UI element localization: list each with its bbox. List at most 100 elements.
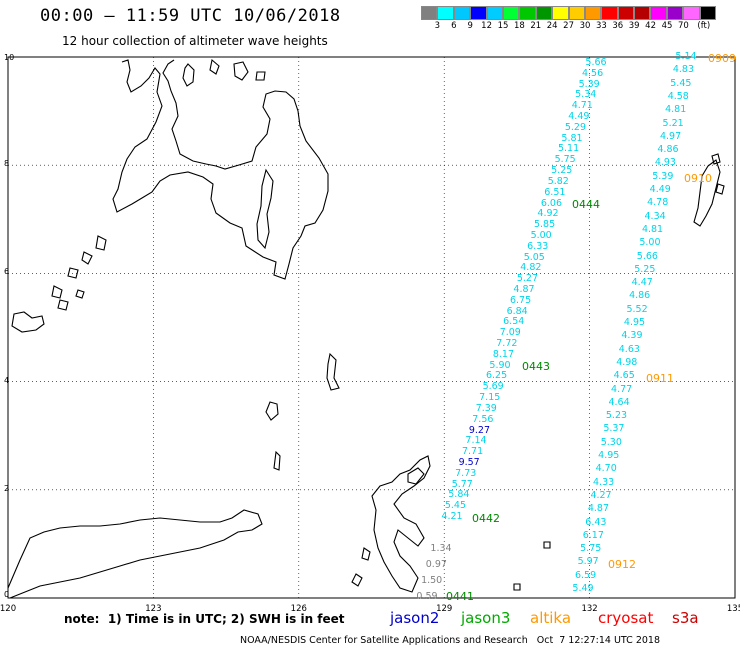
pass-time-label: 0441 bbox=[446, 590, 474, 603]
color-scale-label: 33 bbox=[595, 21, 607, 31]
wave-height-value: 5.45 bbox=[670, 77, 692, 89]
island-sangihe bbox=[265, 401, 279, 421]
lat-tick-label: 10 bbox=[4, 53, 15, 62]
color-swatch bbox=[437, 6, 454, 20]
color-swatch bbox=[601, 6, 618, 20]
color-scale-labels: 3 6 9 12 15 18 21 24 27 30 33 36 39 42 45 70 (ft) bbox=[421, 21, 740, 33]
wave-height-value: 5.30 bbox=[600, 436, 622, 448]
wave-height-value: 5.66 bbox=[585, 57, 607, 68]
wave-height-value: 0.59 bbox=[416, 591, 438, 602]
wave-height-value: 6.17 bbox=[582, 529, 604, 541]
color-scale-label: 27 bbox=[563, 21, 575, 31]
island-small-b bbox=[233, 61, 249, 81]
lon-tick-label: 123 bbox=[145, 604, 162, 614]
pass-time-label: 0912 bbox=[608, 558, 636, 571]
lon-tick-label: 132 bbox=[581, 604, 598, 614]
wave-height-value: 4.95 bbox=[623, 317, 646, 328]
wave-height-value: 5.97 bbox=[577, 556, 599, 568]
wave-height-value: 6.75 bbox=[509, 294, 532, 306]
wave-height-value: 7.15 bbox=[479, 392, 501, 404]
wave-height-value: 5.81 bbox=[561, 132, 583, 144]
island-palau-small bbox=[711, 153, 725, 195]
wave-height-value: 5.05 bbox=[523, 251, 545, 263]
wave-height-value: 4.47 bbox=[631, 277, 653, 289]
wave-height-value: 4.21 bbox=[441, 511, 463, 522]
coastline-central-islands bbox=[256, 168, 274, 250]
color-scale-label: 39 bbox=[628, 21, 640, 31]
color-scale-label: 6 bbox=[451, 21, 457, 31]
wave-height-value: 7.09 bbox=[499, 327, 521, 339]
color-swatch bbox=[453, 6, 471, 20]
color-swatch bbox=[535, 6, 553, 20]
color-swatch bbox=[502, 6, 520, 20]
wave-height-value: 5.75 bbox=[554, 154, 576, 166]
wave-height-value: 7.39 bbox=[475, 402, 497, 414]
lon-tick-label: 129 bbox=[436, 604, 453, 614]
wave-height-value: 5.29 bbox=[564, 121, 586, 133]
wave-height-value: 5.23 bbox=[605, 410, 628, 422]
wave-height-value: 8.17 bbox=[492, 348, 514, 360]
wave-height-value: 9.27 bbox=[468, 424, 490, 436]
coastlines bbox=[7, 58, 725, 599]
wave-height-value: 7.73 bbox=[455, 467, 477, 479]
wave-height-value: 5.39 bbox=[652, 170, 674, 182]
coastline-halmahera bbox=[371, 455, 431, 593]
color-swatch bbox=[421, 6, 438, 20]
color-swatch bbox=[683, 6, 700, 20]
satellite-name-s3a: s3a bbox=[672, 609, 699, 627]
wave-height-value: 4.49 bbox=[568, 111, 590, 123]
wave-height-value: 4.63 bbox=[618, 343, 640, 355]
wave-height-value: 5.11 bbox=[557, 143, 580, 155]
wave-height-value: 5.75 bbox=[580, 543, 602, 555]
island-sulu bbox=[11, 311, 45, 333]
wave-height-value: 4.93 bbox=[654, 157, 676, 169]
wave-height-value: 4.98 bbox=[616, 356, 638, 368]
wave-height-value: 5.37 bbox=[603, 423, 625, 435]
wave-height-value: 7.72 bbox=[496, 338, 518, 350]
color-swatch bbox=[552, 6, 569, 20]
color-scale-label: 24 bbox=[546, 21, 558, 31]
wave-height-value: 4.33 bbox=[593, 476, 615, 488]
wave-height-value: 4.77 bbox=[611, 383, 633, 395]
color-scale-label: (ft) bbox=[697, 21, 711, 31]
wave-height-value: 5.00 bbox=[530, 229, 552, 241]
color-scale-label: 15 bbox=[497, 21, 509, 31]
wave-height-value: 5.25 bbox=[634, 263, 656, 275]
wave-height-value: 4.49 bbox=[649, 184, 671, 195]
wave-height-value: 4.58 bbox=[667, 90, 689, 102]
wave-height-value: 4.64 bbox=[608, 396, 630, 408]
color-scale-label: 36 bbox=[612, 21, 624, 31]
credit-line: NOAA/NESDIS Center for Satellite Applica… bbox=[240, 635, 661, 646]
island-small-a bbox=[209, 58, 220, 75]
wave-height-value: 4.82 bbox=[520, 262, 542, 274]
color-scale-label: 12 bbox=[481, 21, 493, 31]
wave-height-value: 4.86 bbox=[629, 290, 651, 302]
color-scale-label: 21 bbox=[530, 21, 542, 31]
lon-tick-label: 135 bbox=[726, 604, 740, 614]
wave-height-value: 5.49 bbox=[572, 583, 594, 594]
color-scale-label: 42 bbox=[645, 21, 657, 31]
wave-height-value: 6.59 bbox=[574, 569, 597, 581]
wave-height-value: 4.39 bbox=[621, 330, 643, 342]
color-swatch bbox=[699, 6, 717, 20]
coastline-palau bbox=[693, 159, 721, 227]
wave-height-value: 4.92 bbox=[537, 208, 559, 220]
color-swatch bbox=[470, 6, 487, 20]
map-frame bbox=[7, 56, 736, 599]
wave-height-value: 5.34 bbox=[575, 89, 597, 101]
island-small-east bbox=[351, 547, 371, 587]
wave-height-value: 1.50 bbox=[421, 575, 443, 586]
wave-height-value: 5.25 bbox=[551, 165, 573, 177]
wave-height-value: 5.85 bbox=[533, 219, 556, 231]
wave-height-value: 0.97 bbox=[425, 559, 447, 570]
wave-height-value: 5.45 bbox=[444, 500, 466, 512]
color-scale-label: 3 bbox=[434, 21, 441, 31]
color-swatch bbox=[568, 6, 585, 20]
wave-height-value: 4.27 bbox=[590, 489, 612, 501]
color-scale-label: 30 bbox=[579, 21, 591, 31]
color-scale-label: 9 bbox=[467, 21, 473, 31]
wave-height-value: 5.77 bbox=[451, 478, 473, 490]
island-siargao bbox=[182, 63, 195, 87]
wave-height-value: 7.56 bbox=[472, 413, 494, 425]
